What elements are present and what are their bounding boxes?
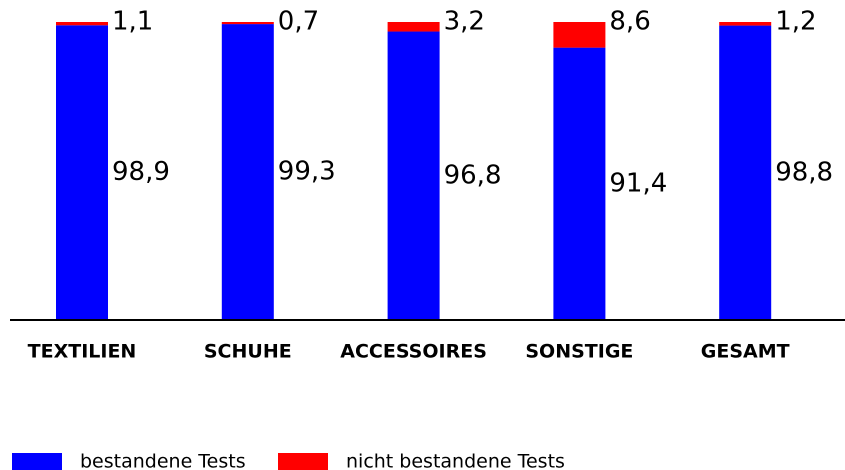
value-label: 8,6 (609, 7, 650, 37)
bar-segment (719, 25, 772, 321)
bar-segment (221, 24, 274, 321)
bar-segment (387, 31, 440, 320)
legend-swatch (12, 453, 62, 470)
bar-segment (56, 25, 108, 320)
x-tick-label: GESAMT (701, 341, 790, 363)
value-label: 0,7 (278, 7, 319, 37)
value-label: 3,2 (444, 7, 485, 37)
x-tick-label: ACCESSOIRES (340, 341, 487, 363)
x-tick-label: TEXTILIEN (28, 341, 137, 363)
bar-segment (719, 22, 772, 26)
value-label: 98,8 (775, 157, 833, 187)
legend-label: nicht bestandene Tests (346, 451, 565, 470)
bar-segment (56, 22, 108, 26)
legend-label: bestandene Tests (80, 451, 246, 470)
x-tick-label: SONSTIGE (525, 341, 633, 363)
value-label: 1,1 (112, 7, 153, 37)
bar-segment (221, 22, 274, 25)
bar-segment (553, 22, 606, 48)
value-label: 99,3 (278, 157, 336, 187)
value-label: 91,4 (609, 168, 667, 198)
bar-segment (553, 47, 606, 321)
value-label: 1,2 (775, 7, 816, 37)
value-label: 98,9 (112, 157, 170, 187)
legend-swatch (278, 453, 328, 470)
value-label: 96,8 (444, 160, 502, 190)
bar-segment (387, 22, 440, 32)
x-tick-label: SCHUHE (204, 341, 292, 363)
